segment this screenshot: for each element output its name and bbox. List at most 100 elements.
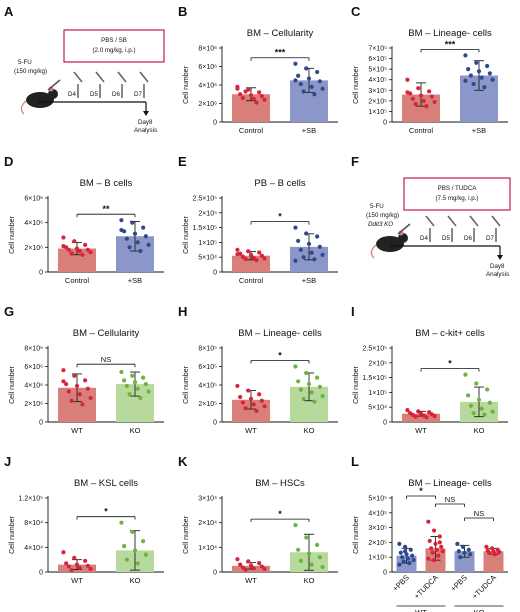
data-point (430, 550, 435, 555)
data-point (262, 404, 267, 409)
data-point (429, 94, 434, 99)
data-point (254, 408, 259, 413)
y-tick-label: 6×10⁵ (198, 364, 217, 371)
y-axis-label: Cell number (183, 365, 190, 403)
data-point (251, 255, 256, 260)
data-point (306, 241, 312, 246)
y-tick-label: 0 (213, 120, 217, 127)
data-point (122, 378, 127, 383)
data-point (306, 76, 312, 81)
chart-e: PB – B cells Cell number 0 5×10⁴ 1×10⁵ 1.5×10… (183, 178, 338, 285)
drug-dose: (150 mg/kg) (14, 68, 47, 75)
data-point (317, 555, 322, 560)
y-axis-label: Cell number (9, 365, 16, 403)
bar-3 (483, 551, 504, 572)
data-point (413, 101, 418, 107)
y-axis-label: Cell number (353, 65, 360, 103)
data-point (83, 242, 88, 247)
data-point (124, 557, 129, 562)
chart-l: BM – Lineage- cells Cell number 0 1×10⁵ 2×10… (353, 478, 508, 612)
data-point (69, 251, 74, 256)
data-point (141, 539, 146, 544)
y-tick-label: 8×10⁴ (24, 520, 43, 527)
y-tick-label: 4×10⁶ (198, 83, 217, 90)
data-point (440, 549, 445, 554)
treatment-label: PBS / TUDCA (438, 185, 478, 192)
data-point (298, 247, 303, 252)
panel-letter-l: L (351, 454, 359, 469)
data-point (490, 409, 495, 414)
data-point (127, 245, 132, 250)
chart-title: BM – Lineage- cells (238, 328, 322, 339)
category-label: KO (130, 576, 141, 585)
day-label-d6: D6 (464, 235, 472, 242)
data-point (138, 395, 143, 401)
data-point (135, 386, 140, 391)
data-point (416, 86, 421, 91)
y-tick-label: 3×10⁵ (368, 525, 387, 532)
panel-letter-h: H (178, 304, 187, 319)
y-tick-label: 2×10⁶ (24, 401, 43, 408)
data-point (293, 78, 298, 83)
y-tick-label: 7×10⁵ (368, 46, 387, 53)
category-label: +PBS (391, 573, 411, 593)
data-point (254, 258, 259, 263)
data-point (243, 406, 248, 411)
syringe-icon (397, 223, 411, 235)
data-point (298, 558, 303, 564)
syringe-icon (47, 79, 61, 91)
data-point (309, 84, 314, 89)
data-point (61, 550, 66, 555)
data-point (398, 550, 403, 555)
significance-label: * (419, 486, 423, 496)
data-point (431, 528, 437, 533)
y-tick-label: 1×10⁴ (198, 545, 217, 552)
data-point (429, 546, 434, 551)
data-point (248, 563, 254, 568)
data-point (405, 90, 410, 95)
data-point (240, 400, 245, 405)
day-label-d5: D5 (442, 235, 450, 242)
y-tick-label: 2×10⁶ (24, 245, 43, 252)
syringe-icon (491, 215, 501, 227)
y-tick-label: 0 (213, 420, 217, 427)
bar-0 (232, 255, 270, 272)
data-point (320, 252, 325, 257)
y-tick-label: 6×10⁵ (368, 56, 387, 63)
category-label: +TUDCA (412, 573, 440, 601)
significance-label: * (278, 509, 282, 519)
data-point (132, 380, 138, 385)
data-point (456, 549, 461, 554)
data-point (309, 390, 314, 395)
data-point (143, 381, 148, 387)
data-point (304, 370, 309, 376)
y-tick-label: 3×10⁵ (368, 88, 387, 95)
y-tick-label: 6×10⁶ (24, 196, 43, 203)
data-point (315, 69, 320, 75)
data-point (424, 104, 429, 109)
category-label: +SB (302, 126, 316, 135)
data-point (257, 250, 262, 255)
panel-letter-d: D (4, 154, 13, 169)
y-tick-label: 5×10⁴ (198, 255, 217, 262)
y-tick-label: 2×10⁵ (198, 210, 217, 217)
data-point (146, 389, 151, 394)
data-point (479, 75, 484, 80)
y-tick-label: 1×10⁵ (368, 109, 387, 116)
data-point (246, 388, 251, 393)
data-point (262, 566, 267, 572)
data-point (243, 89, 248, 94)
data-point (487, 550, 492, 555)
y-axis-label: Cell number (183, 215, 190, 253)
category-label: KO (130, 426, 141, 435)
syringe-icon (117, 71, 127, 83)
y-tick-label: 4×10⁶ (24, 383, 43, 390)
y-axis-label: Cell number (183, 515, 190, 553)
data-point (85, 386, 90, 391)
treatment-dose: (2.0 mg/kg, i.p.) (93, 47, 136, 54)
y-tick-label: 0 (213, 570, 217, 577)
data-point (492, 552, 498, 557)
data-point (301, 89, 306, 94)
chart-h: BM – Lineage- cells Cell number 0 2×10⁵ 4×10… (183, 328, 338, 435)
y-tick-label: 1×10⁵ (198, 240, 217, 247)
